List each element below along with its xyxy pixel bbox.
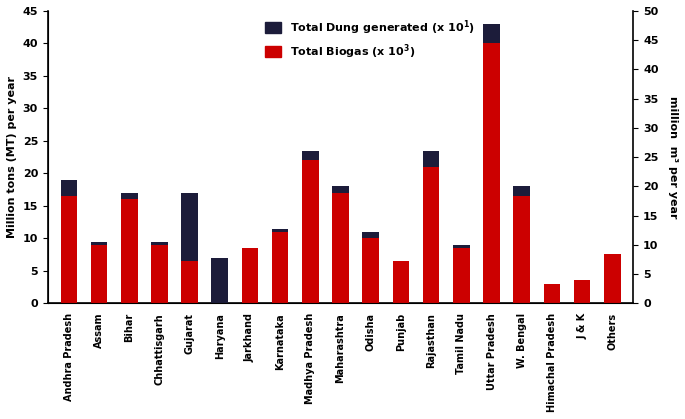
Legend: Total Dung generated (x $\mathbf{10^1}$), Total Biogas (x $\mathbf{10^3}$): Total Dung generated (x $\mathbf{10^1}$)… [260,13,480,65]
Bar [513,196,530,303]
Bar [332,193,349,303]
Bar [604,254,621,303]
Bar [272,232,288,303]
Bar [453,245,470,248]
Bar [60,196,77,303]
Bar [242,248,258,303]
Bar [362,232,379,238]
Bar [212,258,228,303]
Bar [151,241,168,245]
Bar [362,238,379,303]
Bar [423,150,439,167]
Y-axis label: million  m³ per year: million m³ per year [668,96,678,218]
Bar [544,284,560,303]
Bar [423,167,439,303]
Bar [60,180,77,196]
Bar [483,44,500,303]
Bar [574,280,590,303]
Bar [90,245,108,303]
Bar [182,261,198,303]
Bar [483,24,500,44]
Bar [513,186,530,196]
Bar [453,248,470,303]
Y-axis label: Million tons (MT) per year: Million tons (MT) per year [7,76,17,238]
Bar [393,261,409,303]
Bar [90,241,108,245]
Bar [121,193,138,199]
Bar [182,193,198,261]
Bar [151,245,168,303]
Bar [332,186,349,193]
Bar [302,160,319,303]
Bar [302,150,319,160]
Bar [121,199,138,303]
Bar [272,228,288,232]
